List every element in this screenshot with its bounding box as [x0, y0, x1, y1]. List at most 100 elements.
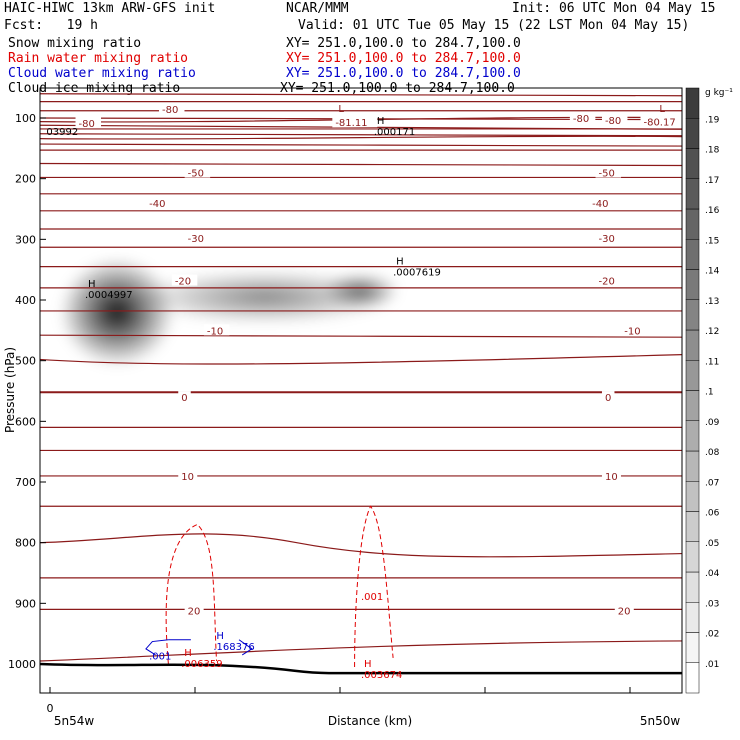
colorbar-tick-label: .11 [705, 357, 719, 367]
init-label: Init: 06 UTC Mon 04 May 15 [512, 1, 716, 16]
isotherm-label: 0 [181, 393, 187, 404]
isotherm-label-bg [203, 324, 230, 336]
extremum-mark: H [396, 257, 404, 268]
isotherm-line [40, 133, 682, 137]
extrema-labels: L L03992H.000171H.0007619H.0004997H.16837… [46, 104, 665, 681]
isotherm-line [40, 227, 682, 231]
isotherm-label: 20 [618, 607, 631, 618]
colorbar-swatch [685, 450, 700, 482]
isotherm-labels: -80 -80 -81.11 -80 -80 -80.17 -50 -50 -40 -40 -30 -… [75, 102, 686, 618]
x-right-label: 5n50w [640, 714, 681, 728]
x-left-label: 5n54w [54, 714, 95, 728]
colorbar-swatch [685, 420, 700, 452]
colorbar-tick-label: .03 [705, 599, 719, 609]
extremum-value: .000171 [374, 127, 415, 138]
isotherm-line [40, 576, 682, 580]
isotherm-label: -50 [188, 169, 204, 180]
colorbar-swatch [685, 662, 700, 694]
colorbar-swatch [685, 269, 700, 300]
colorbar-tick-label: .09 [705, 418, 720, 428]
colorbar-swatch [685, 571, 700, 603]
snow-blob [59, 257, 175, 367]
extremum-mark: L [338, 104, 344, 115]
field-xy-cloud-water: XY= 251.0,100.0 to 284.7,100.0 [286, 66, 521, 81]
isotherm-line [40, 143, 682, 147]
isotherm-label: 20 [188, 607, 201, 618]
isotherm-line [40, 608, 682, 611]
isotherm-line [40, 640, 682, 662]
colorbar-tick-label: .12 [705, 327, 719, 337]
colorbar-tick-label: .18 [705, 146, 720, 156]
cloud-water-contour [145, 639, 169, 656]
y-tick-label: 400 [15, 294, 36, 307]
isotherm-label-bg [601, 469, 621, 481]
isotherm-label-bg [569, 112, 596, 123]
isotherm-label: 10 [605, 472, 618, 483]
isotherm-line [40, 474, 682, 478]
isotherm-line [40, 334, 682, 338]
colorbar-tick-label: .19 [705, 115, 720, 125]
isotherm-label: -10 [207, 326, 223, 337]
isotherm-line [40, 109, 682, 112]
isotherm-label-bg [595, 166, 622, 178]
colorbar-tick-label: .04 [705, 569, 720, 579]
field-xy-snow: XY= 251.0,100.0 to 284.7,100.0 [286, 36, 521, 51]
snow-blob [322, 272, 400, 310]
isotherm-line [40, 100, 682, 103]
isotherm-line [40, 209, 682, 212]
y-tick-label: 900 [15, 597, 36, 610]
isotherm-label-bg [178, 469, 198, 481]
y-tick-label: 300 [15, 233, 36, 246]
field-label-rain: Rain water mixing ratio [8, 51, 189, 66]
colorbar-swatch [685, 481, 700, 512]
isotherm-label: -80 [573, 114, 589, 125]
colorbar-tick-label: .08 [705, 448, 720, 458]
rain-contour [354, 505, 394, 668]
colorbar-swatch [685, 511, 700, 542]
extremum-mark: H [184, 648, 192, 659]
isotherm-label: -20 [599, 277, 615, 288]
model-title: HAIC-HIWC 13km ARW-GFS init [4, 1, 216, 16]
isotherm-label: -40 [149, 199, 165, 210]
x-origin-label: 0 [47, 702, 54, 715]
colorbar-tick-label: .15 [705, 236, 719, 246]
isotherm-label: -40 [592, 199, 608, 210]
colorbar-swatch [685, 239, 700, 270]
isotherm-line [40, 426, 682, 429]
isotherm-line [40, 309, 682, 313]
org-label: NCAR/MMM [286, 1, 349, 16]
isotherm-line [40, 265, 682, 268]
valid-label: Valid: 01 UTC Tue 05 May 15 (22 LST Mon … [298, 18, 690, 33]
fcst-label: Fcst: 19 h [4, 18, 98, 33]
field-label-cloud-water: Cloud water mixing ratio [8, 66, 196, 81]
colorbar-swatch [685, 118, 700, 149]
y-tick-label: 1000 [8, 658, 36, 671]
colorbar-swatch [685, 148, 700, 179]
isotherm-label: -30 [599, 234, 615, 245]
isotherm-line [40, 354, 682, 365]
colorbar: .01 .02 .03 .04 .05 .06 .07 .08 .09 .1 .11 .12 .13 .1… [685, 87, 720, 694]
isotherm-line [40, 127, 682, 131]
colorbar-tick-label: .02 [705, 630, 719, 640]
isotherm-line [40, 135, 682, 140]
colorbar-swatch [685, 632, 700, 663]
colorbar-tick-label: .13 [705, 297, 719, 307]
field-xy-rain: XY= 251.0,100.0 to 284.7,100.0 [286, 51, 521, 66]
isotherm-line [40, 192, 682, 196]
colorbar-tick-label: .06 [705, 509, 720, 519]
colorbar-swatch [685, 208, 700, 240]
extremum-mark: L [659, 104, 665, 115]
colorbar-tick-label: .14 [705, 267, 720, 277]
cloud-water-contour [238, 639, 253, 656]
isotherm-label: -30 [188, 234, 204, 245]
extremum-mark: H [216, 631, 224, 642]
isotherm-label-bg [184, 232, 211, 244]
isotherm-label: -80 [79, 119, 95, 130]
colorbar-tick-label: .17 [705, 176, 719, 186]
x-axis [49, 687, 631, 693]
extremum-mark: H [88, 279, 96, 290]
isotherm-label: -20 [175, 277, 191, 288]
isotherm-label: -50 [599, 169, 615, 180]
isotherm-label-bg [158, 102, 185, 114]
